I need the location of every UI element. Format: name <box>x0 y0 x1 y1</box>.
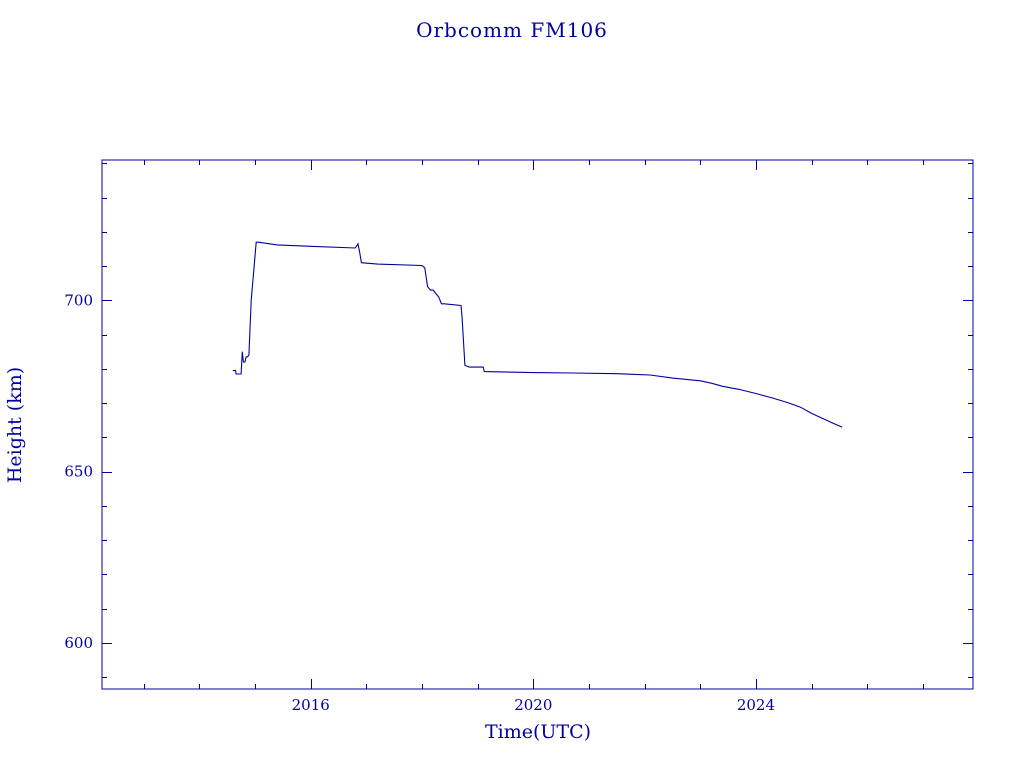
x-tick-label: 2020 <box>514 696 552 714</box>
y-tick-label: 650 <box>64 463 93 481</box>
y-tick-label: 700 <box>64 291 93 309</box>
plot-frame <box>101 159 974 690</box>
x-tick-label: 2016 <box>292 696 330 714</box>
x-axis-label: Time(UTC) <box>485 721 591 743</box>
series-line <box>232 241 843 428</box>
axis-ticks <box>102 160 973 689</box>
y-axis-label: Height (km) <box>4 367 26 483</box>
chart-title: Orbcomm FM106 <box>416 18 608 42</box>
axis-tick-labels: 2016 2020 2024 600 650 700 <box>64 291 775 714</box>
y-tick-label: 600 <box>64 634 93 652</box>
x-tick-label: 2024 <box>737 696 775 714</box>
